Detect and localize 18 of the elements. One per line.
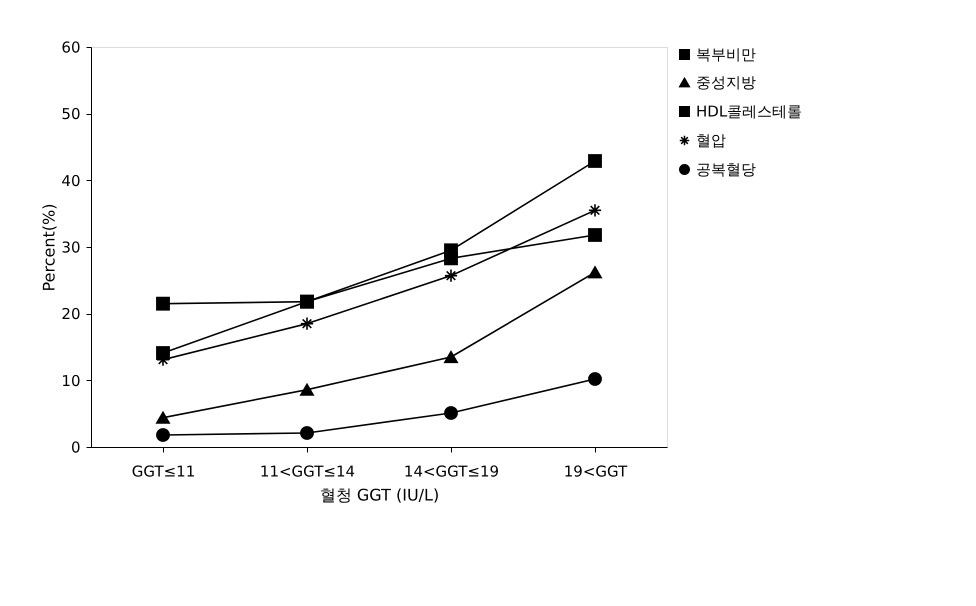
legend-label: HDL콜레스테롤 (696, 102, 802, 120)
y-tick-label: 30 (61, 238, 80, 256)
x-tick-label: 11<GGT≤14 (260, 462, 356, 480)
x-tick-label: GGT≤11 (132, 462, 196, 480)
legend-label: 혈압 (696, 132, 726, 150)
x-tick-label: 14<GGT≤19 (404, 462, 500, 480)
y-tick-label: 0 (70, 438, 80, 456)
legend-label: 중성지방 (696, 74, 756, 92)
y-axis-title: Percent(%) (39, 204, 58, 292)
y-tick-label: 40 (61, 172, 80, 190)
y-tick-label: 50 (61, 105, 80, 124)
y-tick-label: 20 (61, 305, 80, 324)
x-tick-label: 19<GGT (564, 462, 628, 480)
legend-label: 복부비만 (696, 46, 756, 64)
y-tick-label: 10 (61, 372, 80, 390)
legend-label: 공복혈당 (696, 160, 756, 178)
x-axis-title: 혈청 GGT (IU/L) (320, 486, 440, 504)
y-tick-label: 60 (61, 38, 80, 56)
